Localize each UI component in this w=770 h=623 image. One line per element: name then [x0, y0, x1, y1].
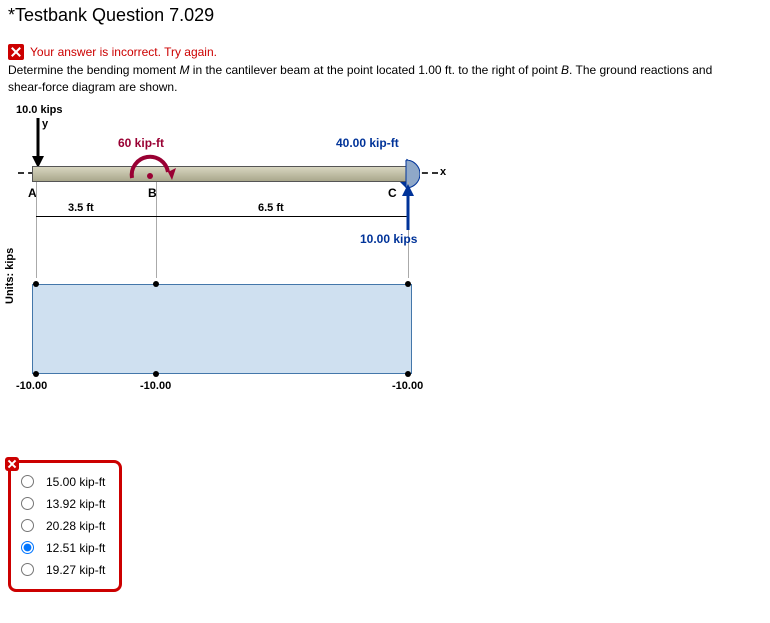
dim-ab-label: 3.5 ft [68, 202, 94, 214]
dim-ab-line [36, 216, 156, 217]
shear-val-c: -10.00 [392, 380, 423, 392]
option-label-2: 20.28 kip-ft [46, 519, 105, 533]
option-radio-0[interactable] [21, 475, 34, 488]
option-label-3: 12.51 kip-ft [46, 541, 105, 555]
option-radio-4[interactable] [21, 563, 34, 576]
shear-dot [153, 281, 159, 287]
moment-b-icon [124, 152, 184, 187]
feedback-row: Your answer is incorrect. Try again. [8, 44, 762, 60]
option-label-1: 13.92 kip-ft [46, 497, 105, 511]
tick-a [36, 182, 37, 278]
q-b: B [561, 63, 569, 77]
beam-diagram: 10.0 kips y x 60 kip-ft 40.00 kip-ft A B… [8, 104, 438, 434]
option-row[interactable]: 19.27 kip-ft [19, 559, 107, 581]
shear-dot [33, 281, 39, 287]
moment-b-label: 60 kip-ft [118, 136, 164, 150]
option-row[interactable]: 15.00 kip-ft [19, 471, 107, 493]
dim-bc-line [156, 216, 408, 217]
q-mid: in the cantilever beam at the point loca… [189, 63, 561, 77]
q-pre: Determine the bending moment [8, 63, 179, 77]
option-row[interactable]: 13.92 kip-ft [19, 493, 107, 515]
dim-bc-label: 6.5 ft [258, 202, 284, 214]
question-title: *Testbank Question 7.029 [8, 5, 762, 26]
q-var: M [179, 63, 189, 77]
option-label-0: 15.00 kip-ft [46, 475, 105, 489]
shear-dot [153, 371, 159, 377]
shear-units-label: Units: kips [4, 247, 16, 303]
shear-diagram [32, 284, 412, 374]
option-radio-3[interactable] [21, 541, 34, 554]
shear-dot [405, 371, 411, 377]
x-axis-label: x [440, 166, 446, 178]
option-radio-1[interactable] [21, 497, 34, 510]
shear-val-b: -10.00 [140, 380, 171, 392]
shear-dot [405, 281, 411, 287]
incorrect-icon [8, 44, 24, 60]
option-label-4: 19.27 kip-ft [46, 563, 105, 577]
feedback-text: Your answer is incorrect. Try again. [30, 45, 217, 59]
load-label: 10.0 kips [16, 104, 62, 116]
answer-options-box: 15.00 kip-ft 13.92 kip-ft 20.28 kip-ft 1… [8, 460, 122, 592]
moment-c-label: 40.00 kip-ft [336, 136, 399, 150]
point-c-label: C [388, 186, 397, 200]
beam [32, 166, 412, 182]
option-row[interactable]: 20.28 kip-ft [19, 515, 107, 537]
reaction-c-label: 10.00 kips [360, 232, 417, 246]
reaction-c-arrow-icon [402, 184, 420, 233]
load-arrow-icon [32, 118, 50, 168]
question-text: Determine the bending moment M in the ca… [8, 62, 738, 96]
option-radio-2[interactable] [21, 519, 34, 532]
option-row[interactable]: 12.51 kip-ft [19, 537, 107, 559]
close-icon[interactable] [5, 457, 19, 471]
shear-val-a: -10.00 [16, 380, 47, 392]
shear-dot [33, 371, 39, 377]
tick-b [156, 182, 157, 278]
